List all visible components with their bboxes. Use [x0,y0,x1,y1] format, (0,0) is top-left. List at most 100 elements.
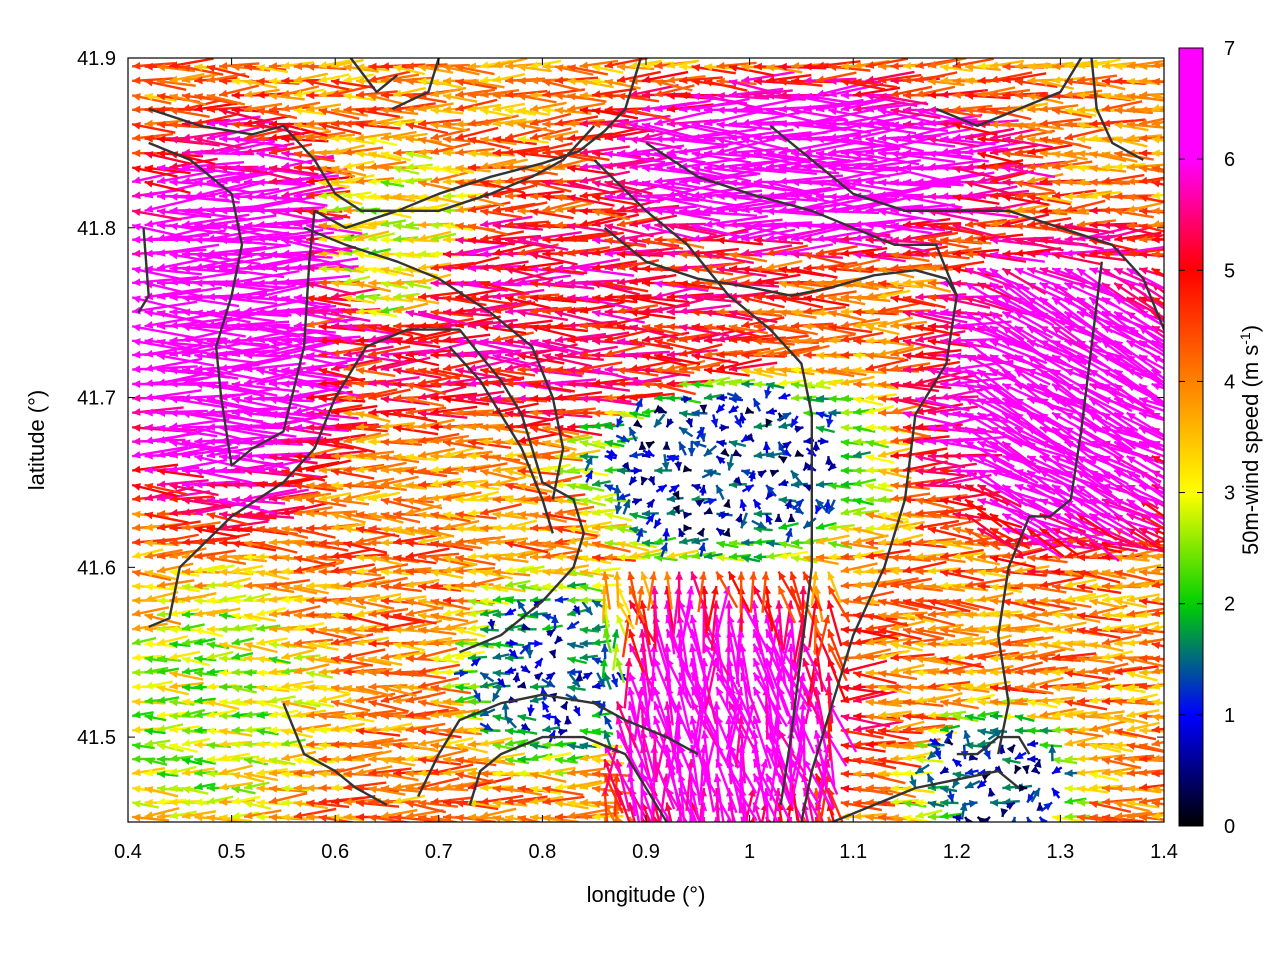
wind-vector [927,526,972,541]
wind-vector [787,513,796,523]
wind-vector [430,763,474,776]
wind-vector [769,469,780,478]
wind-vector [933,745,942,760]
wind-vector [1030,765,1041,775]
wind-vector [1101,813,1145,822]
wind-vector [430,814,462,822]
wind-vector [632,419,643,429]
wind-vector [1126,693,1158,704]
wind-vector [305,699,335,708]
wind-vector [699,404,708,413]
wind-vector [132,813,170,822]
wind-vector [1064,699,1108,711]
wind-vector [631,497,643,506]
wind-vector [542,725,561,733]
wind-vector [728,405,740,414]
wind-vector [815,411,830,419]
wind-vector [194,696,216,705]
wind-vector [1064,710,1098,719]
wind-vector [963,730,971,747]
wind-vector [952,771,971,779]
wind-vector [722,527,731,538]
wind-vector [964,713,986,722]
wind-vector [1026,676,1064,689]
wind-vector [567,767,606,777]
wind-vector [330,794,376,806]
wind-vector [940,785,958,794]
y-axis-label: latitude (°) [24,390,49,491]
wind-vector [521,623,531,631]
wind-vector [592,812,624,821]
wind-vector [1151,725,1164,734]
wind-vector [1027,755,1039,763]
wind-vector [640,802,652,822]
wind-vector [293,699,321,708]
wind-vector [392,794,426,805]
wind-vector [752,397,762,412]
wind-vector [169,765,197,776]
wind-vector [1030,787,1041,803]
wind-vector [268,684,299,692]
wind-vector [355,749,392,762]
wind-vector [1126,799,1160,809]
wind-vector [915,756,944,764]
wind-vector [1064,727,1104,738]
wind-vector [343,781,387,791]
wind-vector [1151,811,1164,820]
wind-vector [567,668,583,676]
wind-vector [732,449,742,458]
wind-vector [1101,713,1135,724]
wind-vector [533,671,544,681]
wind-vector [156,742,184,753]
wind-vector [603,758,623,806]
wind-vector [865,771,906,785]
wind-vector [655,483,668,493]
wind-vector [715,758,738,814]
wind-vector [181,667,204,675]
wind-vector [496,677,507,688]
wind-vector [802,816,808,822]
wind-vector [181,708,206,718]
wind-vector [727,700,755,749]
wind-vector [480,756,516,766]
wind-vector [405,669,447,680]
wind-vector [765,407,778,416]
wind-vector [430,684,472,695]
wind-vector [964,683,998,692]
wind-vector [144,768,174,777]
wind-vector [790,469,803,485]
wind-vector [728,378,756,387]
wind-vector [169,810,197,820]
wind-vector [865,713,904,723]
wind-vector [1027,739,1039,748]
wind-vector [542,712,555,721]
wind-vector [144,807,180,819]
wind-vector [542,785,584,797]
wind-vector [1051,756,1078,765]
wind-vector [852,632,898,646]
wind-vector [1051,814,1083,822]
wind-vector [638,441,647,451]
wind-vector [976,779,987,789]
wind-vector [678,426,694,438]
wind-vector [442,767,478,777]
wind-vector [987,787,996,797]
wind-vector [939,724,961,733]
wind-vector [517,681,527,689]
wind-vector [169,698,195,707]
wind-vector [417,676,460,690]
wind-vector [853,740,896,749]
wind-vector [169,670,204,681]
x-tick-label: 0.7 [425,841,453,863]
wind-vector [529,771,567,783]
x-tick-label: 0.8 [528,841,556,863]
wind-vector [553,635,564,645]
wind-vector [645,440,655,449]
wind-vector [765,744,792,805]
wind-vector [330,699,371,712]
x-tick-label: 1.1 [839,841,867,863]
wind-vector [256,798,288,807]
wind-vector [355,727,401,737]
wind-vector [865,728,910,741]
wind-vector [605,449,618,458]
